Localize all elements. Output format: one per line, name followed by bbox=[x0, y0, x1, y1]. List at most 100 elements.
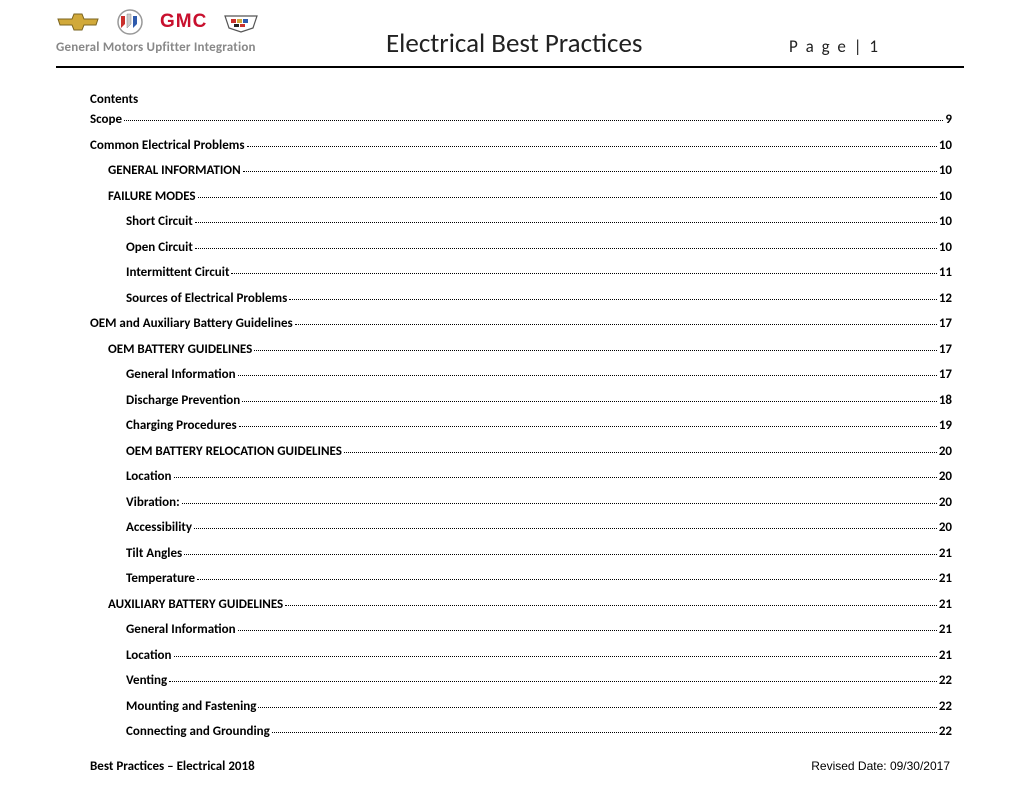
toc-entry-title: GENERAL INFORMATION bbox=[108, 164, 241, 177]
header: GMC General Motors Upfitter Integration … bbox=[0, 0, 1020, 60]
toc-entry-page: 21 bbox=[939, 547, 952, 560]
toc-entry-title: Temperature bbox=[126, 572, 195, 585]
toc-entry[interactable]: Sources of Electrical Problems 12 bbox=[90, 292, 952, 305]
toc-entry[interactable]: OEM BATTERY GUIDELINES 17 bbox=[90, 343, 952, 356]
toc-leader-dots bbox=[272, 732, 937, 733]
toc-entry[interactable]: Location 20 bbox=[90, 470, 952, 483]
toc-entry-title: Venting bbox=[126, 674, 167, 687]
chevrolet-logo-icon bbox=[56, 11, 100, 33]
toc-entry[interactable]: Intermittent Circuit 11 bbox=[90, 266, 952, 279]
toc-entry-title: General Information bbox=[126, 623, 236, 636]
toc-entry-title: Sources of Electrical Problems bbox=[126, 292, 287, 305]
toc-entry-title: Location bbox=[126, 470, 172, 483]
toc-leader-dots bbox=[243, 171, 937, 172]
toc-entry[interactable]: Open Circuit 10 bbox=[90, 241, 952, 254]
toc-leader-dots bbox=[258, 707, 936, 708]
toc-entry-page: 9 bbox=[945, 113, 952, 126]
footer: Best Practices – Electrical 2018 Revised… bbox=[90, 759, 950, 774]
toc-leader-dots bbox=[239, 426, 937, 427]
toc-entry[interactable]: General Information 21 bbox=[90, 623, 952, 636]
toc-entry-title: Common Electrical Problems bbox=[90, 139, 245, 152]
toc-entry-page: 10 bbox=[939, 241, 952, 254]
toc-entry-page: 17 bbox=[939, 343, 952, 356]
toc-entry-page: 10 bbox=[939, 190, 952, 203]
toc-leader-dots bbox=[231, 273, 936, 274]
toc-entry-page: 21 bbox=[939, 598, 952, 611]
toc-entry-page: 10 bbox=[939, 139, 952, 152]
toc-entry-page: 22 bbox=[939, 674, 952, 687]
toc-entry-title: Discharge Prevention bbox=[126, 394, 240, 407]
toc-leader-dots bbox=[254, 350, 937, 351]
toc-entry-title: Intermittent Circuit bbox=[126, 266, 229, 279]
toc-entry-page: 17 bbox=[939, 368, 952, 381]
toc-entry-page: 10 bbox=[939, 215, 952, 228]
toc-entry[interactable]: Charging Procedures 19 bbox=[90, 419, 952, 432]
toc-entry-title: Connecting and Grounding bbox=[126, 725, 270, 738]
toc-entry-title: Charging Procedures bbox=[126, 419, 237, 432]
toc-entry[interactable]: Temperature 21 bbox=[90, 572, 952, 585]
content-area: Contents Scope 9 Common Electrical Problem… bbox=[0, 68, 1020, 738]
toc-entry[interactable]: Venting 22 bbox=[90, 674, 952, 687]
toc-entry-page: 17 bbox=[939, 317, 952, 330]
toc-entry-title: OEM and Auxiliary Battery Guidelines bbox=[90, 317, 293, 330]
toc-entry-title: General Information bbox=[126, 368, 236, 381]
table-of-contents: Scope 9 Common Electrical Problems 10 GENERA… bbox=[90, 113, 952, 738]
toc-entry[interactable]: Short Circuit10 bbox=[90, 215, 952, 228]
toc-entry[interactable]: Common Electrical Problems 10 bbox=[90, 139, 952, 152]
toc-entry-title: FAILURE MODES bbox=[108, 190, 196, 203]
toc-leader-dots bbox=[197, 579, 937, 580]
toc-leader-dots bbox=[195, 248, 937, 249]
toc-entry[interactable]: FAILURE MODES 10 bbox=[90, 190, 952, 203]
toc-entry[interactable]: Accessibility 20 bbox=[90, 521, 952, 534]
toc-entry-title: Tilt Angles bbox=[126, 547, 182, 560]
toc-entry-page: 19 bbox=[939, 419, 952, 432]
toc-entry-page: 21 bbox=[939, 649, 952, 662]
document-title: Electrical Best Practices bbox=[386, 27, 642, 60]
toc-entry[interactable]: Connecting and Grounding22 bbox=[90, 725, 952, 738]
toc-leader-dots bbox=[174, 656, 937, 657]
toc-entry[interactable]: General Information 17 bbox=[90, 368, 952, 381]
toc-entry-page: 20 bbox=[939, 521, 952, 534]
toc-leader-dots bbox=[289, 299, 937, 300]
cadillac-logo-icon bbox=[219, 10, 263, 34]
toc-entry[interactable]: Location21 bbox=[90, 649, 952, 662]
toc-leader-dots bbox=[174, 477, 937, 478]
toc-entry-title: Scope bbox=[90, 113, 122, 126]
gmc-logo-icon: GMC bbox=[160, 11, 207, 33]
toc-entry[interactable]: Vibration:20 bbox=[90, 496, 952, 509]
buick-logo-icon bbox=[112, 8, 148, 36]
toc-leader-dots bbox=[194, 528, 937, 529]
toc-entry-page: 12 bbox=[939, 292, 952, 305]
toc-entry-page: 21 bbox=[939, 572, 952, 585]
toc-entry[interactable]: OEM BATTERY RELOCATION GUIDELINES20 bbox=[90, 445, 952, 458]
toc-entry[interactable]: Scope 9 bbox=[90, 113, 952, 126]
toc-entry-title: OEM BATTERY GUIDELINES bbox=[108, 343, 252, 356]
toc-entry[interactable]: GENERAL INFORMATION10 bbox=[90, 164, 952, 177]
toc-leader-dots bbox=[195, 222, 937, 223]
toc-leader-dots bbox=[242, 401, 937, 402]
toc-entry[interactable]: Mounting and Fastening22 bbox=[90, 700, 952, 713]
toc-leader-dots bbox=[295, 324, 937, 325]
toc-entry-page: 18 bbox=[939, 394, 952, 407]
toc-entry[interactable]: Discharge Prevention 18 bbox=[90, 394, 952, 407]
footer-right-text: Revised Date: 09/30/2017 bbox=[811, 759, 950, 773]
toc-leader-dots bbox=[169, 681, 937, 682]
gmc-logo-text: GMC bbox=[160, 11, 207, 33]
toc-leader-dots bbox=[198, 197, 937, 198]
toc-entry[interactable]: AUXILIARY BATTERY GUIDELINES 21 bbox=[90, 598, 952, 611]
toc-leader-dots bbox=[182, 503, 937, 504]
contents-heading: Contents bbox=[90, 92, 952, 107]
toc-entry-page: 20 bbox=[939, 470, 952, 483]
toc-entry[interactable]: OEM and Auxiliary Battery Guidelines 17 bbox=[90, 317, 952, 330]
toc-leader-dots bbox=[344, 452, 937, 453]
toc-entry-page: 21 bbox=[939, 623, 952, 636]
page-number-label: P a g e | 1 bbox=[789, 36, 880, 57]
toc-entry-page: 20 bbox=[939, 445, 952, 458]
toc-entry-page: 22 bbox=[939, 700, 952, 713]
toc-entry-title: AUXILIARY BATTERY GUIDELINES bbox=[108, 598, 283, 611]
toc-leader-dots bbox=[238, 375, 937, 376]
toc-entry[interactable]: Tilt Angles 21 bbox=[90, 547, 952, 560]
toc-entry-page: 11 bbox=[939, 266, 952, 279]
toc-entry-title: Open Circuit bbox=[126, 241, 193, 254]
toc-entry-title: Accessibility bbox=[126, 521, 192, 534]
